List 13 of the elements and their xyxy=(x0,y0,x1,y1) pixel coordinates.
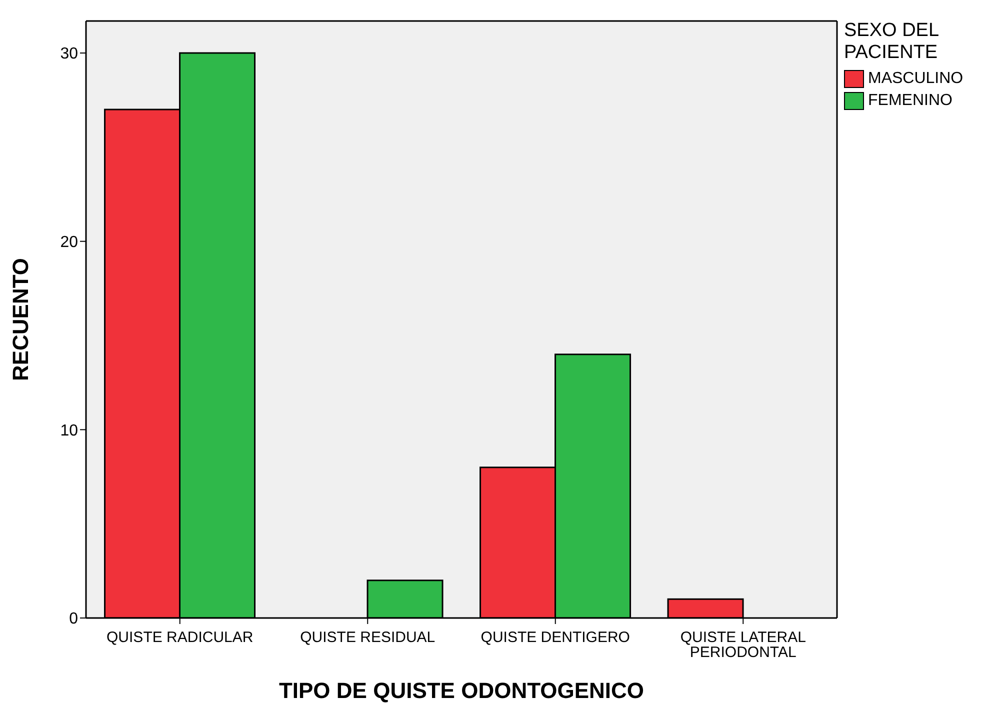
legend-title: SEXO DEL PACIENTE xyxy=(844,20,940,64)
legend-label: MASCULINO xyxy=(868,70,964,88)
x-tick-label: QUISTE RADICULAR xyxy=(106,629,254,646)
y-tick-label: 30 xyxy=(60,46,78,63)
y-tick-label: 10 xyxy=(60,422,78,440)
x-tick-label: QUISTE LATERAL PERIODONTAL xyxy=(680,629,806,661)
legend-label: FEMENINO xyxy=(868,92,952,110)
x-axis-title: TIPO DE QUISTE ODONTOGENICO xyxy=(278,678,644,703)
y-tick-label: 20 xyxy=(60,234,78,252)
x-tick-label: QUISTE DENTIGERO xyxy=(480,629,630,646)
y-axis-title: RECUENTO xyxy=(8,258,33,382)
y-tick-label: 0 xyxy=(69,610,78,628)
x-tick-label: QUISTE RESIDUAL xyxy=(300,629,436,646)
